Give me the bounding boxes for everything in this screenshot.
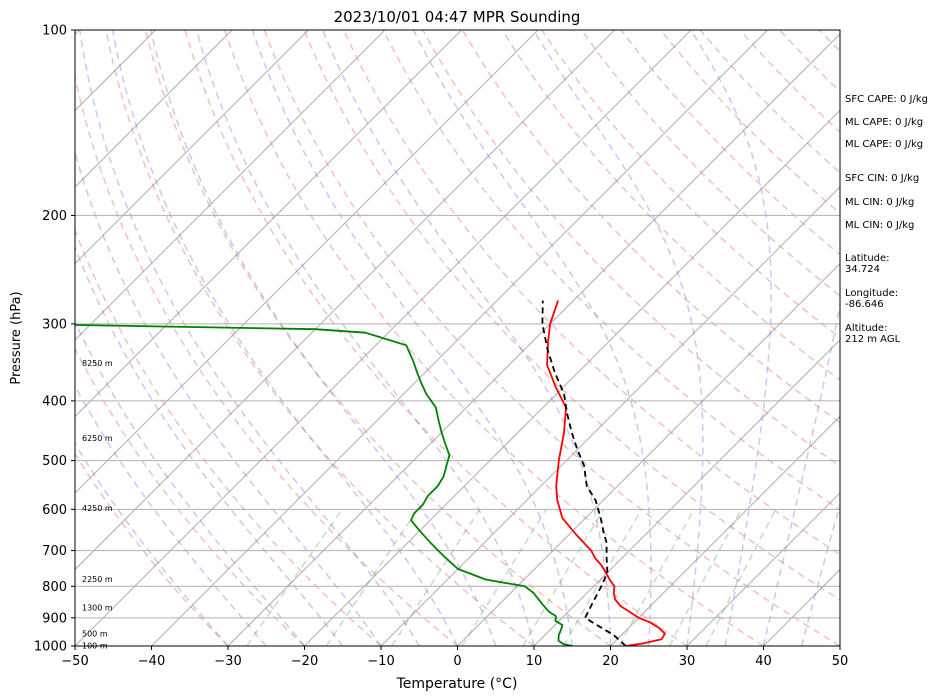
- index-sfc-cape: SFC CAPE: 0 J/kg: [845, 94, 928, 105]
- mixing-ratio-line: [668, 508, 742, 646]
- y-tick-label: 800: [42, 580, 67, 595]
- height-label: 2250 m: [82, 575, 113, 584]
- y-tick-label: 300: [42, 317, 67, 332]
- moist-adiabat-line: [75, 245, 344, 646]
- isotherm-line: [304, 109, 840, 646]
- isotherm-line: [686, 492, 840, 646]
- temperature-line: [546, 300, 666, 646]
- dry-adiabat-line: [105, 30, 535, 646]
- dry-adiabat-line: [75, 228, 382, 646]
- moist-adiabat-line: [75, 150, 382, 646]
- moist-adiabat-line: [322, 30, 612, 646]
- latitude-label: Latitude:: [845, 253, 890, 264]
- mixing-ratio-line: [705, 508, 777, 646]
- moist-adiabat-line: [532, 30, 704, 646]
- dry-adiabat-line: [75, 452, 229, 646]
- dry-adiabat-line: [75, 73, 458, 646]
- x-tick-label: −40: [138, 654, 165, 669]
- dry-adiabat-line: [342, 30, 840, 556]
- dry-adiabat-line: [184, 30, 688, 646]
- index-ml-cape-1: ML CAPE: 0 J/kg: [845, 117, 924, 128]
- y-tick-label: 1000: [34, 640, 67, 655]
- index-ml-cape-2: ML CAPE: 0 J/kg: [845, 139, 924, 150]
- moist-adiabat-line: [690, 30, 772, 646]
- dry-adiabat-line: [303, 30, 840, 601]
- dry-adiabat-line: [75, 347, 306, 646]
- y-tick-label: 900: [42, 611, 67, 626]
- moist-adiabat-line: [111, 30, 459, 646]
- mixing-ratio-line: [391, 508, 481, 646]
- chart-title: 2023/10/01 04:47 MPR Sounding: [334, 8, 581, 26]
- isotherm-line: [75, 30, 539, 494]
- isotherm-line: [610, 415, 840, 646]
- dry-adiabat-line: [223, 30, 764, 646]
- mixing-ratio-line: [562, 508, 643, 646]
- isotherm-line: [75, 30, 233, 188]
- isotherm-line: [75, 30, 462, 418]
- index-ml-cin-1: ML CIN: 0 J/kg: [845, 197, 915, 208]
- y-tick-label: 500: [42, 454, 67, 469]
- x-tick-label: −20: [291, 654, 318, 669]
- moist-adiabat-line: [75, 442, 229, 646]
- plot-frame: [74, 29, 841, 647]
- longitude-value: -86.646: [845, 299, 884, 310]
- altitude-value: 212 m AGL: [845, 334, 901, 345]
- x-tick-label: −50: [61, 654, 88, 669]
- index-sfc-cin: SFC CIN: 0 J/kg: [845, 173, 920, 184]
- mixing-ratio-line: [246, 508, 343, 646]
- dewpoint-line: [75, 324, 573, 646]
- moist-adiabat-line: [75, 384, 267, 646]
- moist-adiabat-line: [251, 30, 574, 646]
- latitude-value: 34.724: [845, 264, 880, 275]
- height-label: 1300 m: [82, 603, 113, 612]
- isotherm-line: [75, 30, 615, 571]
- height-label: 500 m: [82, 630, 108, 639]
- y-tick-label: 400: [42, 394, 67, 409]
- y-tick-label: 700: [42, 544, 67, 559]
- isotherm-line: [380, 186, 840, 646]
- x-tick-label: 50: [832, 654, 849, 669]
- moist-adiabat-line: [412, 30, 652, 646]
- isotherm-line: [533, 339, 840, 646]
- mixing-ratio-line: [461, 508, 547, 646]
- mixing-ratio-line: [522, 508, 605, 646]
- moist-adiabat-line: [78, 30, 420, 646]
- height-label: 100 m: [82, 642, 108, 651]
- x-tick-label: 10: [526, 654, 543, 669]
- height-label: 6250 m: [82, 434, 113, 443]
- mixing-ratio-line: [618, 508, 695, 646]
- moist-adiabat-line: [150, 30, 497, 646]
- x-tick-label: 40: [755, 654, 772, 669]
- x-tick-label: 0: [453, 654, 461, 669]
- x-tick-label: 30: [679, 654, 696, 669]
- height-label: 8250 m: [82, 359, 113, 368]
- isotherm-line: [457, 262, 840, 646]
- isotherm-line: [75, 30, 386, 341]
- longitude-label: Longitude:: [845, 288, 899, 299]
- height-label: 4250 m: [82, 504, 113, 513]
- x-axis-label: Temperature (°C): [396, 676, 518, 692]
- dry-adiabat-line: [144, 30, 611, 646]
- isotherm-line: [75, 30, 309, 265]
- moist-adiabat-line: [195, 30, 535, 646]
- parcel-path-line: [541, 300, 627, 646]
- isotherm-line: [0, 30, 3, 646]
- y-tick-label: 200: [42, 209, 67, 224]
- y-axis-label: Pressure (hPa): [9, 291, 24, 384]
- y-tick-label: 100: [42, 24, 67, 39]
- x-tick-label: −30: [214, 654, 241, 669]
- index-ml-cin-2: ML CIN: 0 J/kg: [845, 220, 915, 231]
- dry-adiabat-line: [461, 30, 840, 424]
- altitude-label: Altitude:: [845, 323, 888, 334]
- moist-adiabat-line: [75, 319, 306, 646]
- dry-adiabat-line: [501, 30, 840, 381]
- x-tick-label: 20: [602, 654, 619, 669]
- isotherm-line: [151, 30, 768, 646]
- isotherm-line: [227, 33, 840, 646]
- dry-adiabat-line: [263, 30, 840, 646]
- y-tick-label: 600: [42, 503, 67, 518]
- x-tick-label: −10: [367, 654, 394, 669]
